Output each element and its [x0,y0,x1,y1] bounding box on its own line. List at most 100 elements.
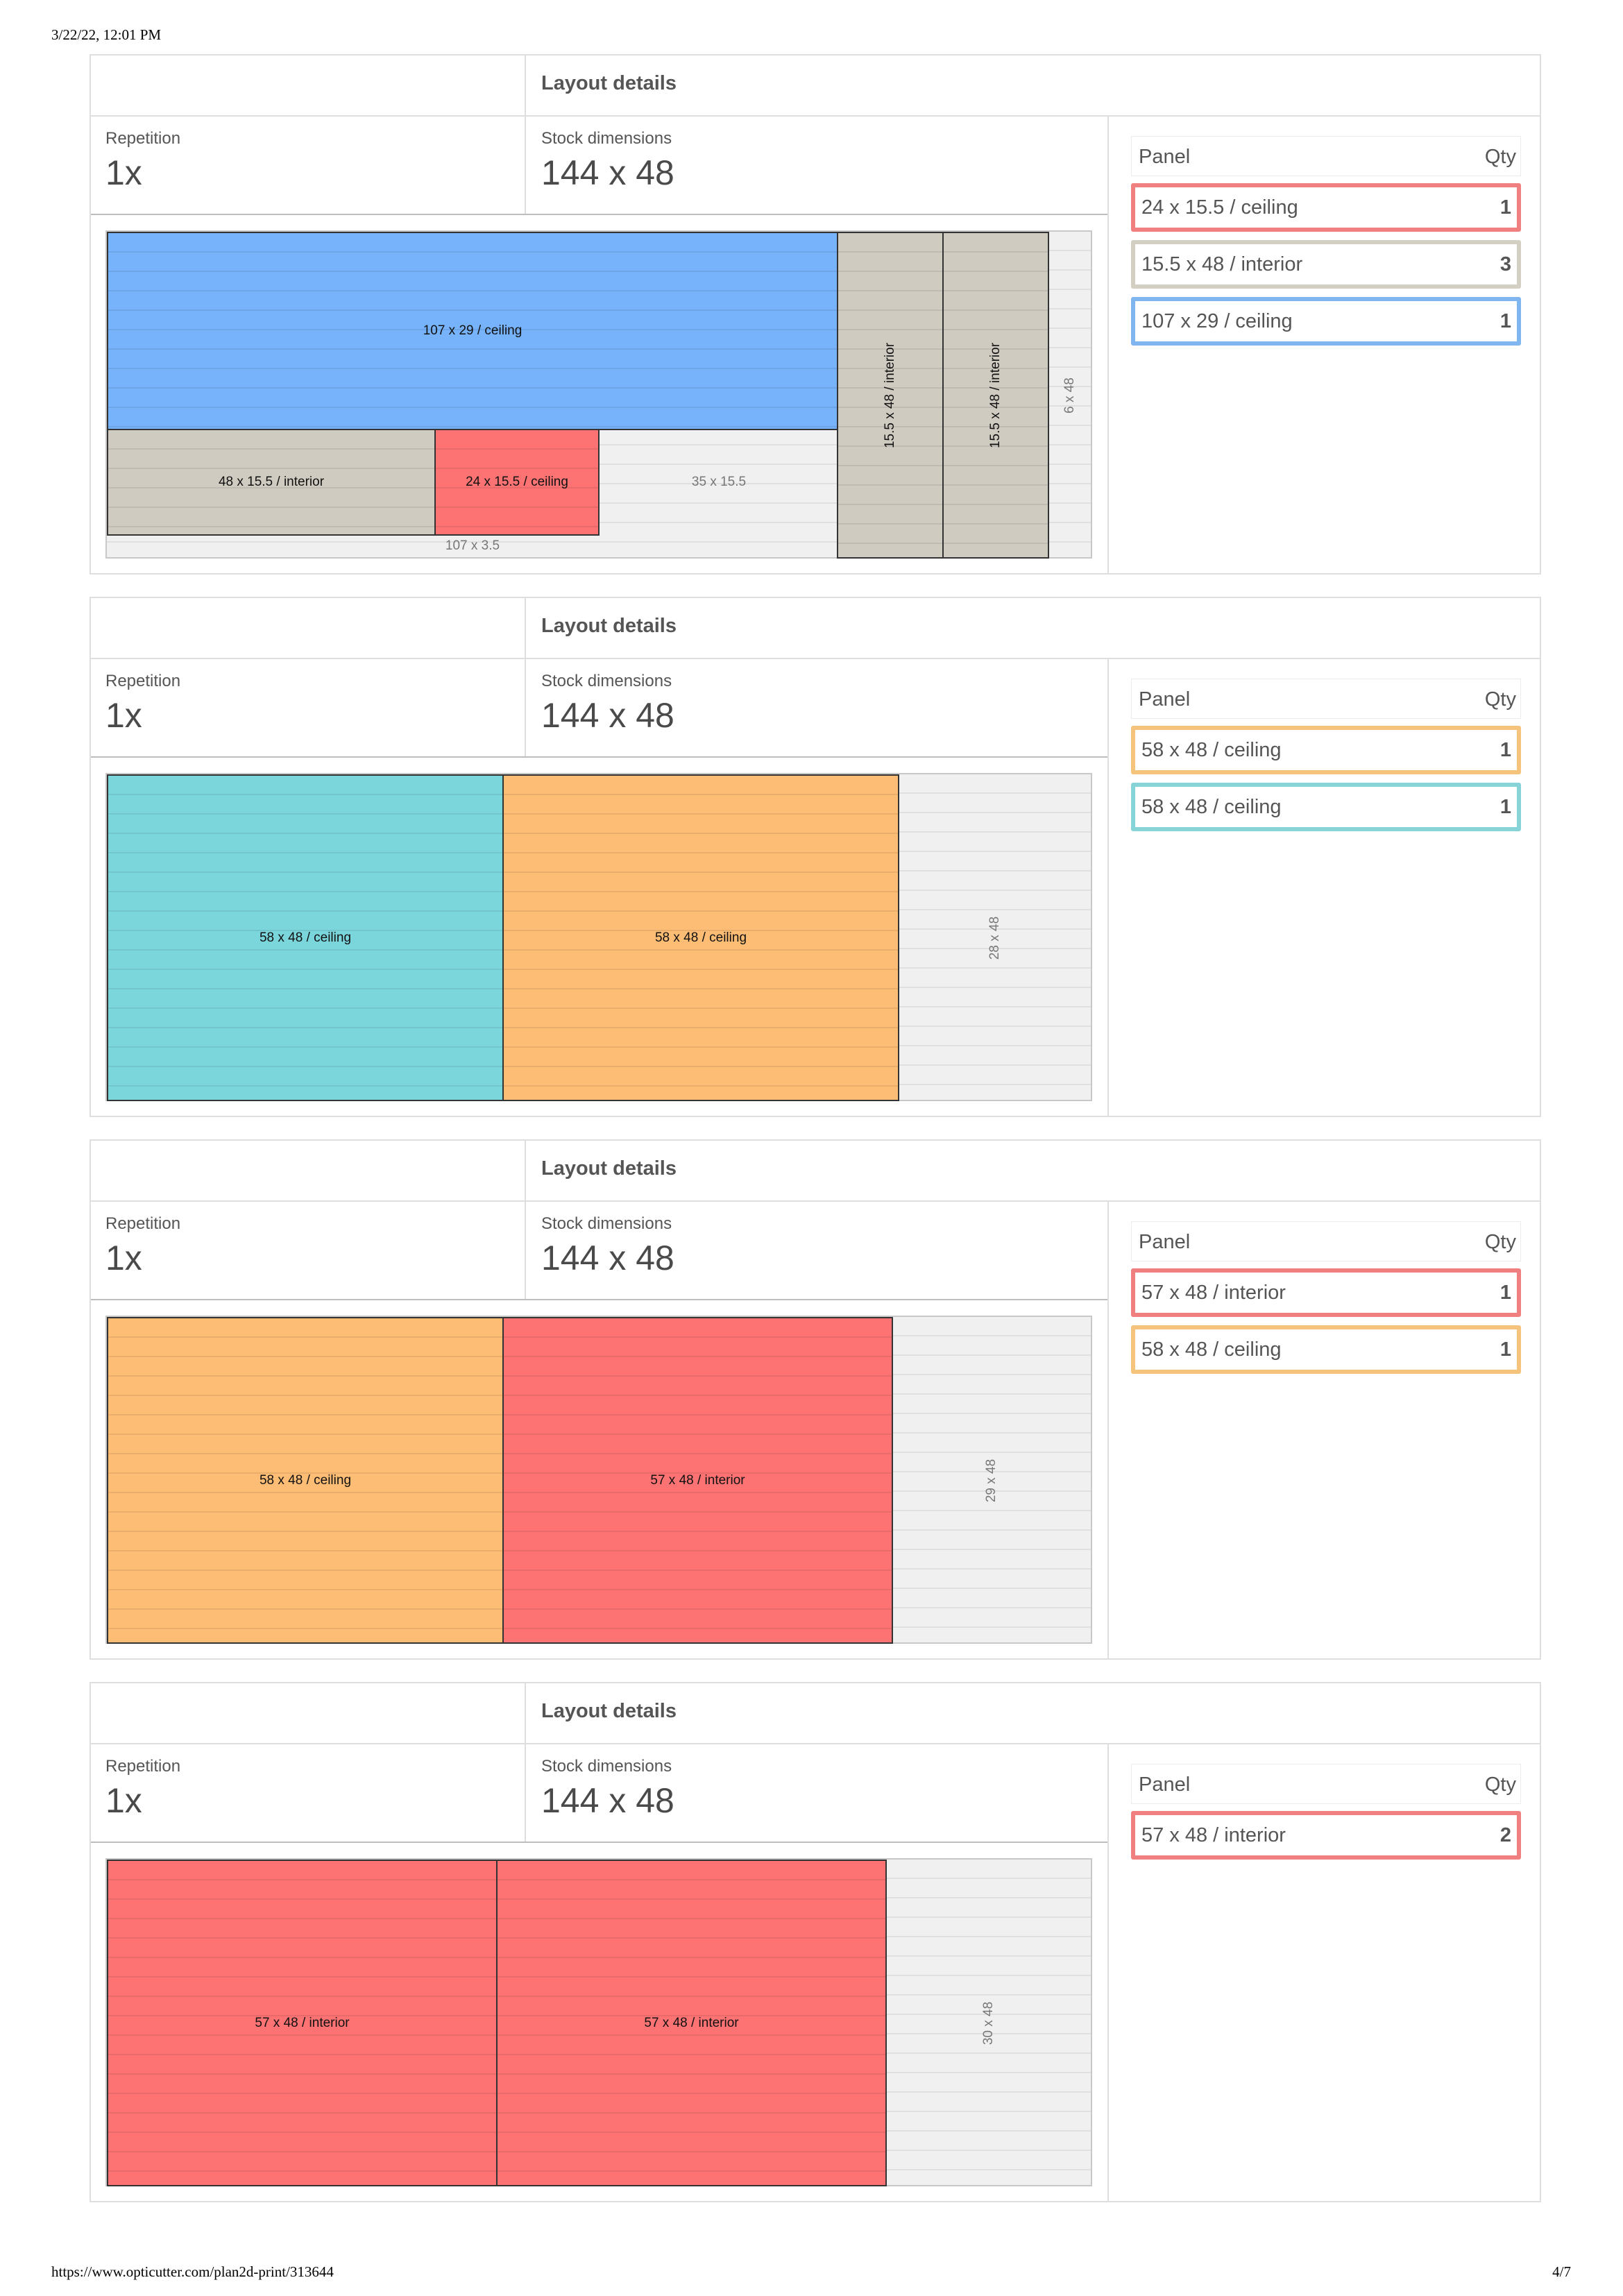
stock-dimensions-label: Stock dimensions [541,672,672,690]
panel-qty: 1 [1499,739,1511,761]
piece-label: 107 x 29 / ceiling [423,323,522,338]
panel-column-header: Panel [1139,146,1191,168]
piece-label: 15.5 x 48 / interior [988,342,1003,448]
piece-label: 58 x 48 / ceiling [259,1472,352,1488]
cut-piece[interactable]: 24 x 15.5 / ceiling [434,429,600,536]
panel-name: 58 x 48 / ceiling [1141,739,1282,761]
repetition-label: Repetition [105,129,181,148]
layout-title-row: Layout details [91,598,1540,659]
cut-piece[interactable]: 58 x 48 / ceiling [107,774,504,1101]
qty-column-header: Qty [1484,146,1516,168]
stock-dimensions-value: 144 x 48 [541,1781,674,1820]
repetition-value: 1x [105,1781,142,1820]
cut-piece[interactable]: 15.5 x 48 / interior [837,232,944,559]
cut-piece[interactable]: 57 x 48 / interior [502,1317,893,1644]
repetition-value: 1x [105,696,142,735]
table-header: Panel Qty [1131,1221,1521,1261]
waste-label: 28 x 48 [987,916,1002,960]
panel-column-header: Panel [1139,688,1191,711]
cut-piece[interactable]: 57 x 48 / interior [496,1860,887,2186]
layout-meta-row: Repetition 1x Stock dimensions 144 x 48 [91,1744,1107,1843]
panel-qty-pane: Panel Qty 57 x 48 / interior 1 58 x 48 /… [1107,1200,1540,1658]
layout-card-4: Layout details Repetition 1x Stock dimen… [90,1682,1541,2202]
stock-sheet-diagram: 58 x 48 / ceiling 57 x 48 / interior 29 … [105,1316,1092,1644]
cut-piece[interactable]: 58 x 48 / ceiling [107,1317,504,1644]
layout-title: Layout details [541,72,677,94]
divider [525,659,526,756]
panel-qty: 1 [1499,796,1511,818]
print-date-header: 3/22/22, 12:01 PM [51,26,162,43]
divider [525,1141,526,1200]
qty-column-header: Qty [1484,688,1516,711]
waste-label: 29 x 48 [984,1459,999,1502]
waste-label: 107 x 3.5 [445,538,500,553]
waste-area: 29 x 48 [893,1317,1091,1644]
piece-label: 57 x 48 / interior [650,1472,745,1488]
waste-area: 6 x 48 [1049,232,1091,559]
cut-piece[interactable]: 15.5 x 48 / interior [942,232,1049,559]
cut-piece[interactable]: 58 x 48 / ceiling [502,774,899,1101]
stock-dimensions-label: Stock dimensions [541,1214,672,1233]
waste-area: 107 x 3.5 [107,534,838,557]
panel-qty-table: Panel Qty 58 x 48 / ceiling 1 58 x 48 / … [1131,679,1521,840]
table-row[interactable]: 15.5 x 48 / interior 3 [1131,240,1521,289]
table-header: Panel Qty [1131,1764,1521,1804]
cut-piece[interactable]: 57 x 48 / interior [107,1860,498,2186]
layout-card-1: Layout details Repetition 1x Stock dimen… [90,54,1541,575]
stock-dimensions-value: 144 x 48 [541,1239,674,1277]
layout-meta-row: Repetition 1x Stock dimensions 144 x 48 [91,659,1107,758]
table-row[interactable]: 58 x 48 / ceiling 1 [1131,783,1521,831]
repetition-value: 1x [105,153,142,192]
repetition-value: 1x [105,1239,142,1277]
cut-piece[interactable]: 107 x 29 / ceiling [107,232,838,430]
page-number: 4/7 [1552,2263,1571,2280]
divider [525,1744,526,1842]
panel-column-header: Panel [1139,1774,1191,1796]
panel-name: 15.5 x 48 / interior [1141,253,1303,275]
divider [525,598,526,658]
table-header: Panel Qty [1131,679,1521,719]
table-row[interactable]: 58 x 48 / ceiling 1 [1131,726,1521,774]
panel-name: 107 x 29 / ceiling [1141,310,1293,332]
layout-title-row: Layout details [91,1683,1540,1744]
panel-qty-table: Panel Qty 24 x 15.5 / ceiling 1 15.5 x 4… [1131,136,1521,354]
panel-name: 58 x 48 / ceiling [1141,796,1282,818]
stock-dimensions-label: Stock dimensions [541,1757,672,1776]
panel-qty: 2 [1499,1824,1511,1846]
cut-piece[interactable]: 48 x 15.5 / interior [107,429,436,536]
repetition-label: Repetition [105,1214,181,1233]
repetition-label: Repetition [105,672,181,690]
piece-label: 24 x 15.5 / ceiling [466,475,568,489]
divider [525,1683,526,1743]
panel-qty: 1 [1499,196,1511,219]
table-row[interactable]: 58 x 48 / ceiling 1 [1131,1325,1521,1374]
waste-area: 28 x 48 [899,774,1091,1101]
divider [525,56,526,115]
waste-label: 35 x 15.5 [691,475,747,489]
layout-title-row: Layout details [91,1141,1540,1202]
stock-dimensions-value: 144 x 48 [541,153,674,192]
waste-area: 30 x 48 [887,1860,1091,2186]
piece-label: 57 x 48 / interior [255,2015,350,2030]
panel-qty: 1 [1499,1282,1511,1304]
panel-qty-pane: Panel Qty 24 x 15.5 / ceiling 1 15.5 x 4… [1107,115,1540,573]
table-row[interactable]: 57 x 48 / interior 1 [1131,1268,1521,1317]
print-footer-url: https://www.opticutter.com/plan2d-print/… [51,2263,334,2280]
table-row[interactable]: 24 x 15.5 / ceiling 1 [1131,183,1521,232]
stock-sheet-diagram: 107 x 29 / ceiling 48 x 15.5 / interior … [105,230,1092,559]
layout-card-2: Layout details Repetition 1x Stock dimen… [90,597,1541,1117]
panel-column-header: Panel [1139,1231,1191,1253]
piece-label: 48 x 15.5 / interior [218,475,325,489]
table-header: Panel Qty [1131,136,1521,176]
piece-label: 58 x 48 / ceiling [654,930,747,945]
layout-title: Layout details [541,1157,677,1180]
table-row[interactable]: 57 x 48 / interior 2 [1131,1811,1521,1860]
stock-sheet-diagram: 58 x 48 / ceiling 58 x 48 / ceiling 28 x… [105,773,1092,1101]
qty-column-header: Qty [1484,1774,1516,1796]
panel-name: 24 x 15.5 / ceiling [1141,196,1298,219]
panel-qty-table: Panel Qty 57 x 48 / interior 1 58 x 48 /… [1131,1221,1521,1382]
piece-label: 58 x 48 / ceiling [259,930,352,945]
table-row[interactable]: 107 x 29 / ceiling 1 [1131,297,1521,346]
divider [525,1202,526,1299]
panel-qty-pane: Panel Qty 57 x 48 / interior 2 [1107,1743,1540,2201]
